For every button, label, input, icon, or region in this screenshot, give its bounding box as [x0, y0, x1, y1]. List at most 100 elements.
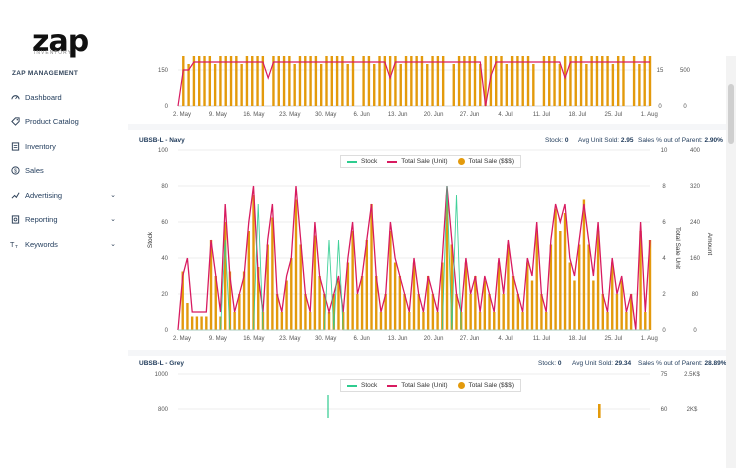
- bar-amount: [393, 262, 397, 330]
- x-tick: 30. May: [315, 336, 336, 342]
- bar-amount: [469, 294, 472, 330]
- bar-amount: [373, 64, 376, 106]
- sidebar-item-label: Dashboard: [25, 92, 62, 102]
- bar-amount: [526, 262, 529, 330]
- bar-amount: [346, 64, 349, 106]
- bar-amount: [473, 56, 477, 106]
- x-tick: 30. May: [315, 112, 336, 118]
- legend-item-stock[interactable]: Stock: [347, 382, 377, 389]
- y-tick-right: 60: [661, 407, 668, 413]
- bar-amount: [611, 64, 615, 106]
- bar-amount: [375, 276, 378, 330]
- page-scrollbar[interactable]: [726, 56, 736, 468]
- clipboard-icon: [10, 141, 20, 151]
- bar-amount: [412, 262, 416, 330]
- legend-item-amount[interactable]: Total Sale ($$$): [457, 158, 514, 165]
- sidebar-item-inventory[interactable]: Inventory: [10, 137, 122, 155]
- bar-amount: [549, 244, 553, 330]
- y-tick-right: 4: [662, 256, 666, 262]
- bar-amount: [190, 316, 194, 330]
- y-axis-label-right2: Amount: [706, 233, 713, 256]
- bar-amount: [615, 294, 619, 330]
- sidebar-item-label: Reporting: [25, 214, 58, 224]
- stat-avg-unit-sold: Avg Unit Sold: 2.95: [578, 137, 634, 144]
- bar-amount: [205, 316, 208, 330]
- bar-amount: [568, 262, 571, 330]
- bar-amount: [468, 56, 471, 106]
- legend-item-amount[interactable]: Total Sale ($$$): [457, 382, 514, 389]
- bar-amount: [200, 316, 203, 330]
- bar-amount: [410, 56, 413, 106]
- bar-amount: [298, 56, 302, 106]
- app-logo[interactable]: zap: [32, 24, 89, 59]
- chart-divider: [128, 350, 726, 356]
- y-tick-right: 15: [657, 68, 664, 74]
- bar-amount: [495, 56, 498, 106]
- bar-amount: [285, 280, 288, 330]
- bar-amount: [224, 222, 227, 330]
- bar-amount: [219, 56, 222, 106]
- bar-amount: [563, 56, 567, 106]
- bar-amount: [417, 294, 420, 330]
- bar-amount: [521, 56, 524, 106]
- y-tick-right2: 80: [692, 292, 699, 298]
- navy-chart: 100 10 400 80 8 320 60 6 240 40 4 160 20 2 80 0 0 0 Stock T…: [147, 148, 713, 342]
- bar-amount: [590, 56, 593, 106]
- sidebar-item-advertising[interactable]: Advertising ⌄: [10, 186, 122, 204]
- bar-amount: [242, 271, 246, 330]
- sidebar-item-sales[interactable]: $ Sales: [10, 161, 122, 179]
- y-tick-right2: 2K$: [687, 407, 698, 413]
- bar-amount: [192, 56, 196, 106]
- y-tick-right: 0: [658, 104, 662, 110]
- bar-amount: [235, 56, 238, 106]
- bar-amount: [484, 56, 487, 106]
- legend-item-units[interactable]: Total Sale (Unit): [387, 382, 448, 389]
- bar-amount: [540, 294, 543, 330]
- sidebar-item-dashboard[interactable]: Dashboard: [10, 88, 122, 106]
- bar-amount: [251, 56, 254, 106]
- top-chart: 150 15 500 0 0 0 2. May 9. May 16. May 23. May 30.…: [158, 56, 691, 118]
- bar-amount: [497, 262, 501, 330]
- y-tick-left: 80: [161, 184, 168, 190]
- svg-text:T: T: [15, 244, 18, 249]
- bar-amount: [450, 244, 453, 330]
- bar-amount: [335, 56, 339, 106]
- sidebar-item-reporting[interactable]: Reporting ⌄: [10, 210, 122, 228]
- bar-amount: [351, 56, 355, 106]
- bar-amount: [384, 294, 387, 330]
- x-tick: 9. May: [209, 336, 227, 342]
- bar-amount: [422, 312, 425, 330]
- bar-amount: [330, 56, 333, 106]
- bar-amount: [313, 235, 317, 330]
- bar-amount: [502, 294, 505, 330]
- bar-amount: [553, 56, 556, 106]
- legend-item-stock[interactable]: Stock: [347, 158, 377, 165]
- x-tick: 27. Jun: [460, 112, 480, 118]
- bar-amount: [516, 294, 520, 330]
- bar-amount: [351, 231, 354, 330]
- chart-legend: Stock Total Sale (Unit) Total Sale ($$$): [340, 379, 522, 392]
- bar-amount: [245, 56, 249, 106]
- bar-amount: [182, 56, 185, 106]
- x-tick: 2. May: [173, 336, 191, 342]
- stat-sales-pct: Sales % out of Parent: 2.90%: [638, 137, 723, 144]
- bar-amount: [644, 312, 647, 330]
- bar-amount: [507, 244, 510, 330]
- legend-item-units[interactable]: Total Sale (Unit): [387, 158, 448, 165]
- scrollbar-thumb[interactable]: [728, 84, 734, 144]
- x-tick: 20. Jun: [424, 112, 444, 118]
- bar-amount: [622, 56, 625, 106]
- trend-icon: [10, 190, 20, 200]
- bar-amount: [213, 64, 217, 106]
- bar-amount: [516, 56, 519, 106]
- bar-amount: [360, 276, 364, 330]
- x-tick: 16. May: [243, 112, 264, 118]
- sidebar-item-product-catalog[interactable]: Product Catalog: [10, 112, 122, 130]
- stat-avg-unit-sold: Avg Unit Sold: 29.34: [572, 360, 632, 367]
- tag-icon: [10, 116, 20, 126]
- bar-amount: [294, 199, 298, 330]
- bar-amount: [308, 312, 312, 330]
- x-tick: 2. May: [173, 112, 191, 118]
- bar-amount: [548, 56, 551, 106]
